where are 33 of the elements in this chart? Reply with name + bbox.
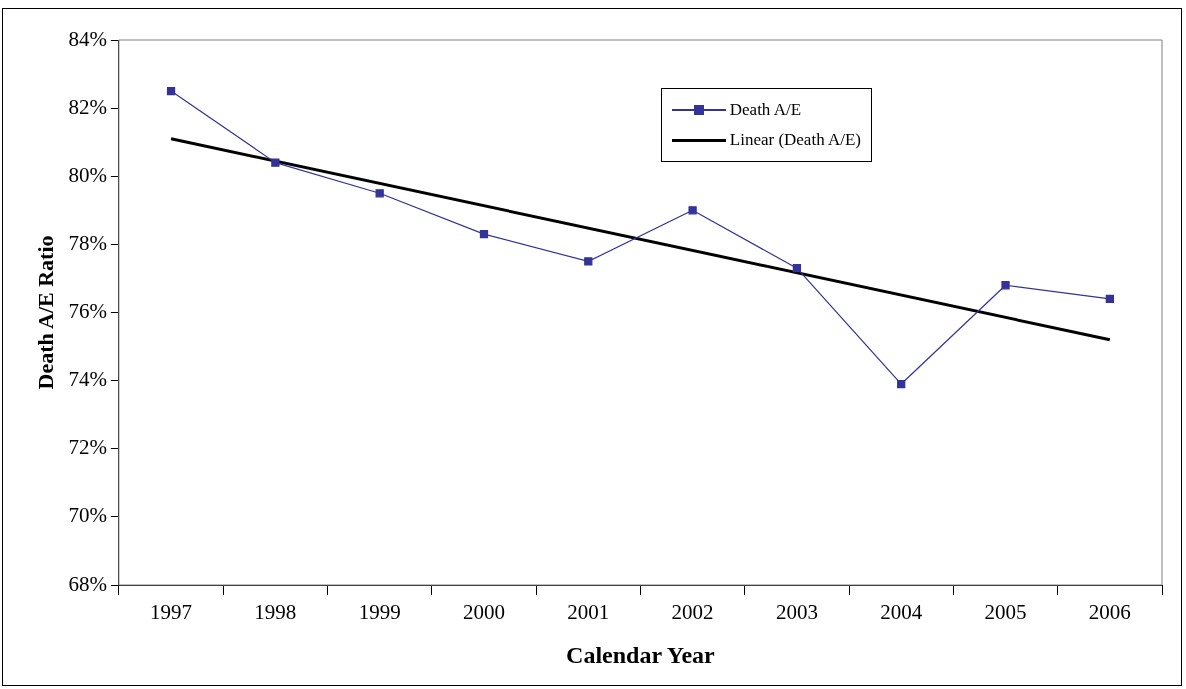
y-tick-label: 74% <box>68 367 107 392</box>
y-tick-label: 72% <box>68 435 107 460</box>
point <box>584 257 593 266</box>
y-tick-label: 80% <box>68 162 107 187</box>
y-tick-label: 84% <box>68 26 107 51</box>
legend-label: Death A/E <box>729 100 802 120</box>
point <box>166 86 176 96</box>
legend-label: Linear (Death A/E) <box>729 130 861 150</box>
y-tick-label: 68% <box>68 571 107 596</box>
y-axis-title: Death A/E Ratio <box>32 235 58 390</box>
x-tick-label: 2005 <box>984 600 1027 625</box>
y-tick-label: 70% <box>68 503 107 528</box>
x-tick-label: 2001 <box>567 600 610 625</box>
x-tick-label: 2004 <box>880 600 923 625</box>
x-tick-label: 1999 <box>358 600 401 625</box>
point <box>792 264 802 273</box>
x-tick-label: 2006 <box>1088 600 1131 625</box>
point <box>375 189 384 198</box>
x-tick-label: 1998 <box>254 600 297 625</box>
y-tick-label: 82% <box>68 94 107 119</box>
x-tick-label: 2002 <box>671 600 714 625</box>
point <box>688 206 697 215</box>
point <box>1001 281 1010 290</box>
y-tick-label: 76% <box>68 299 107 324</box>
x-axis-title: Calendar Year <box>566 641 716 668</box>
point <box>1105 294 1114 304</box>
y-tick-label: 78% <box>68 230 107 255</box>
point <box>271 158 280 167</box>
x-tick-label: 2003 <box>775 600 818 625</box>
x-tick-label: 2000 <box>462 600 505 625</box>
x-tick-label: 1997 <box>150 600 193 625</box>
point <box>897 379 906 389</box>
point <box>479 230 489 239</box>
